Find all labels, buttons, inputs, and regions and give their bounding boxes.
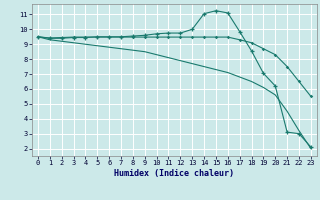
X-axis label: Humidex (Indice chaleur): Humidex (Indice chaleur) (115, 169, 234, 178)
